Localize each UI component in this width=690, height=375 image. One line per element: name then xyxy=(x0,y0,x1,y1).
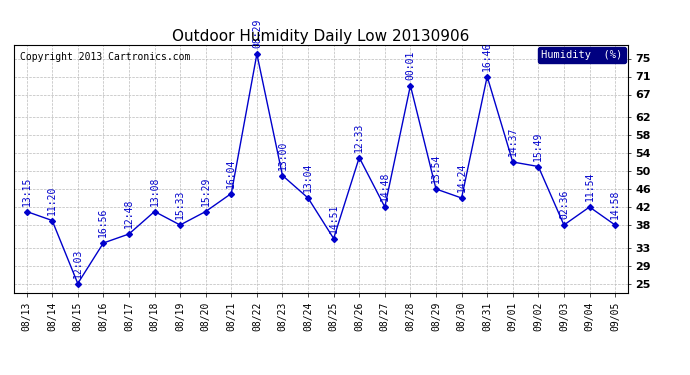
Text: 14:51: 14:51 xyxy=(328,204,339,233)
Text: 13:08: 13:08 xyxy=(150,177,159,206)
Text: 13:00: 13:00 xyxy=(277,141,288,170)
Text: 13:15: 13:15 xyxy=(21,177,32,206)
Text: 12:03: 12:03 xyxy=(72,249,83,278)
Text: 11:54: 11:54 xyxy=(584,172,595,201)
Text: 14:58: 14:58 xyxy=(610,190,620,219)
Text: 13:54: 13:54 xyxy=(431,154,441,183)
Text: 12:48: 12:48 xyxy=(124,199,134,228)
Legend: Humidity  (%): Humidity (%) xyxy=(538,47,626,63)
Text: 11:20: 11:20 xyxy=(47,186,57,215)
Text: 15:49: 15:49 xyxy=(533,132,543,161)
Text: 00:01: 00:01 xyxy=(406,51,415,80)
Text: 14:37: 14:37 xyxy=(508,127,518,156)
Text: 14:24: 14:24 xyxy=(457,163,466,192)
Text: 12:33: 12:33 xyxy=(354,123,364,152)
Text: 08:29: 08:29 xyxy=(252,19,262,48)
Text: 15:29: 15:29 xyxy=(201,177,210,206)
Text: 15:33: 15:33 xyxy=(175,190,185,219)
Text: 14:48: 14:48 xyxy=(380,172,390,201)
Text: Copyright 2013 Cartronics.com: Copyright 2013 Cartronics.com xyxy=(20,53,190,62)
Title: Outdoor Humidity Daily Low 20130906: Outdoor Humidity Daily Low 20130906 xyxy=(172,29,469,44)
Text: 16:46: 16:46 xyxy=(482,42,492,71)
Text: 16:04: 16:04 xyxy=(226,159,236,188)
Text: 02:36: 02:36 xyxy=(559,190,569,219)
Text: 13:04: 13:04 xyxy=(303,163,313,192)
Text: 16:56: 16:56 xyxy=(99,208,108,237)
